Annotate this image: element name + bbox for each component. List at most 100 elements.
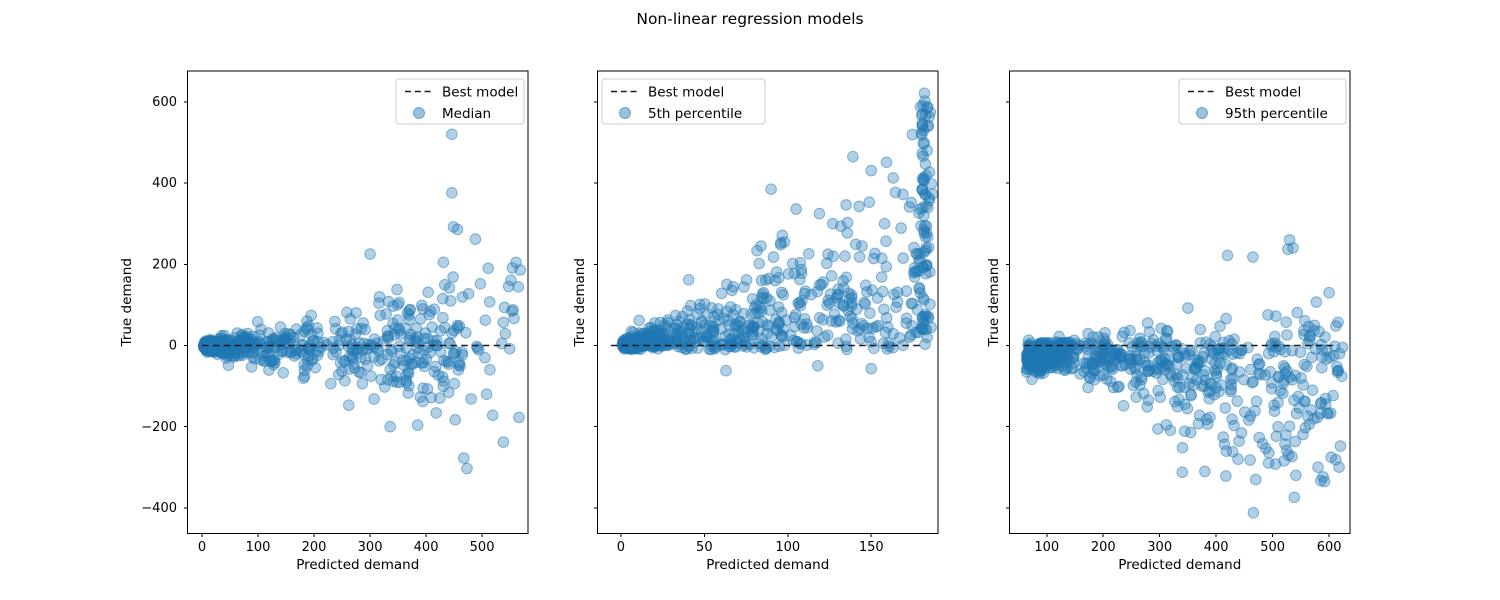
scatter-point: [919, 338, 931, 351]
scatter-point: [867, 252, 880, 265]
scatter-point: [1231, 347, 1243, 359]
scatter-point: [921, 120, 934, 133]
scatter-point: [893, 332, 906, 344]
scatter-point: [1288, 491, 1301, 504]
x-tick-label: 300: [358, 540, 383, 555]
scatter-point: [817, 313, 829, 326]
scatter-point: [1312, 461, 1324, 474]
scatter-point: [790, 335, 803, 348]
scatter-point: [1283, 420, 1296, 433]
scatter-point: [1287, 242, 1299, 254]
x-tick-label: 50: [696, 540, 713, 555]
scatter-point: [403, 379, 415, 392]
scatter-point: [755, 274, 768, 287]
scatter-point: [1228, 419, 1240, 432]
legend: Best model Median: [395, 78, 525, 125]
scatter-point: [669, 309, 682, 322]
scatter-point: [447, 271, 459, 283]
scatter-point: [763, 272, 775, 285]
scatter-point: [1159, 332, 1172, 345]
scatter-point: [1278, 374, 1290, 387]
y-tick-label: 600: [152, 95, 177, 110]
scatter-point: [279, 337, 292, 350]
scatter-point: [795, 267, 808, 280]
scatter-point: [1214, 357, 1227, 370]
scatter-point: [1256, 437, 1269, 450]
scatter-point: [484, 364, 496, 376]
scatter-point: [327, 348, 339, 361]
scatter-point: [832, 288, 844, 301]
scatter-point: [1176, 466, 1189, 479]
scatter-point: [442, 355, 455, 368]
scatter-point: [1143, 364, 1156, 376]
scatter-point: [840, 333, 852, 346]
scatter-point: [632, 335, 645, 348]
scatter-point: [865, 164, 878, 177]
scatter-point: [756, 305, 768, 318]
scatter-point: [880, 312, 893, 324]
x-tick-label: 150: [859, 540, 884, 555]
scatter-point: [776, 229, 789, 242]
axis-ticks: [594, 101, 872, 537]
scatter-point: [285, 346, 298, 359]
scatter-point: [380, 308, 392, 320]
scatter-point: [1141, 317, 1154, 329]
scatter-point: [878, 217, 891, 230]
scatter-point: [400, 355, 413, 367]
scatter-point: [633, 314, 645, 327]
scatter-point: [401, 307, 414, 319]
scatter-point: [461, 462, 473, 475]
legend-marker-sample: [413, 107, 425, 119]
scatter-point: [770, 266, 783, 278]
scatter-point: [767, 251, 780, 263]
scatter-point: [1147, 334, 1160, 346]
scatter-point: [919, 95, 931, 107]
legend-marker-sample: [1196, 107, 1208, 119]
scatter-point: [919, 244, 932, 257]
scatter-point: [1265, 377, 1278, 389]
scatter-point: [753, 257, 766, 270]
scatter-point: [745, 329, 758, 341]
scatter-point: [775, 328, 787, 341]
scatter-point: [296, 345, 308, 358]
scatter-point: [1277, 387, 1289, 400]
scatter-points: [1020, 296, 1349, 504]
scatter-point: [676, 327, 688, 339]
scatter-point: [237, 346, 250, 359]
scatter-point: [1193, 409, 1206, 422]
scatter-point: [864, 307, 876, 320]
scatter-point: [1299, 315, 1311, 327]
scatter-point: [847, 150, 859, 163]
scatter-point: [1282, 449, 1295, 461]
x-tick-label: 500: [470, 540, 495, 555]
scatter-point: [1117, 400, 1130, 412]
y-axis-label: True demand: [986, 258, 1002, 347]
scatter-point: [385, 343, 397, 356]
panel-frame: [597, 70, 939, 534]
scatter-point: [744, 319, 757, 332]
scatter-point: [877, 285, 889, 298]
scatter-point: [895, 222, 907, 234]
scatter-point: [1306, 384, 1319, 397]
scatter-point: [387, 359, 400, 371]
scatter-point: [446, 128, 458, 141]
scatter-point: [839, 250, 851, 263]
scatter-point: [717, 312, 730, 325]
y-tick-label: 200: [152, 257, 177, 272]
scatter-point: [1286, 344, 1298, 357]
x-axis-label: Predicted demand: [1118, 557, 1241, 573]
scatter-point: [790, 308, 802, 321]
legend: Best model 5th percentile: [601, 78, 766, 125]
scatter-point: [1127, 379, 1140, 392]
scatter-point: [753, 337, 766, 350]
scatter-point: [497, 436, 510, 448]
scatter-point: [434, 346, 447, 358]
scatter-point: [1280, 316, 1292, 329]
scatter-point: [1303, 330, 1316, 343]
axis-ticks: [184, 101, 483, 537]
scatter-point: [621, 332, 634, 344]
scatter-point: [1226, 362, 1239, 375]
scatter-point: [1194, 323, 1207, 336]
scatter-point: [805, 288, 818, 301]
